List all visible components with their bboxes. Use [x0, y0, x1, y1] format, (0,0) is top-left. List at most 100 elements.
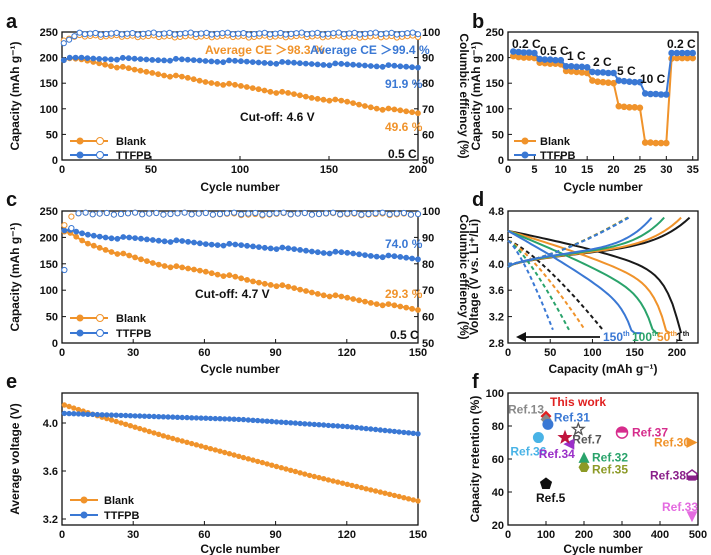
x-tick-label-b-7: 35 — [687, 164, 699, 176]
rate-label-b-3: 1 C — [567, 49, 586, 63]
ce-marker-c-3-14 — [160, 211, 167, 218]
ce-marker-a-3-33 — [235, 30, 242, 37]
avg-voltage-marker-e-0-34 — [222, 449, 228, 456]
avg-voltage-marker-e-0-36 — [231, 452, 237, 458]
capacity-marker-c-1-14 — [144, 236, 150, 243]
ce-marker-c-3-27 — [252, 209, 259, 217]
avg-voltage-marker-e-0-64 — [363, 486, 369, 492]
cycle-label-100: 100th — [632, 330, 659, 344]
capacity-marker-a-1-48 — [344, 61, 351, 68]
capacity-marker-c-0-47 — [338, 293, 345, 300]
capacity-marker-a-0-50 — [356, 101, 362, 108]
panel-label-a: a — [6, 11, 18, 33]
y-axis-ticks-c: 0 50 100 150 200 250 — [40, 206, 66, 350]
capacity-marker-a-1-21 — [184, 56, 191, 63]
capacity-marker-a-1-49 — [350, 61, 357, 68]
capacity-marker-a-1-51 — [362, 62, 368, 69]
ce-marker-c-3-40 — [344, 210, 351, 217]
capacity-marker-a-0-49 — [350, 100, 357, 106]
capacity-marker-c-1-56 — [391, 253, 398, 260]
point-label-f-8: Ref.32 — [592, 450, 628, 464]
capacity-marker-a-0-46 — [332, 96, 339, 103]
capacity-marker-a-0-20 — [179, 73, 185, 80]
ce-marker-a-3-65 — [404, 30, 411, 37]
ce-marker-c-3-32 — [287, 211, 294, 218]
ce-marker-c-3-23 — [223, 210, 231, 217]
x-tick-label-b-0: 0 — [505, 164, 511, 176]
y-tick-label-d-1: 3.2 — [489, 312, 504, 324]
plot-frame-b — [507, 31, 699, 161]
ce-marker-a-3-10 — [113, 29, 120, 37]
avg-voltage-marker-e-0-71 — [396, 493, 402, 500]
capacity-marker-c-0-27 — [220, 273, 227, 280]
x-axis-ticks-a: 0 50 100 150 200 — [59, 156, 427, 176]
ce-marker-a-3-36 — [251, 30, 258, 38]
ce-marker-a-3-43 — [288, 30, 295, 38]
avg-voltage-marker-e-1-11 — [113, 412, 119, 418]
capacity-marker-c-1-49 — [350, 250, 357, 257]
legend-label-ttfpb-e: TTFPB — [104, 510, 139, 522]
ce-marker-a-3-34 — [240, 29, 247, 37]
avg-voltage-marker-e-0-15 — [132, 424, 138, 430]
dashed-charge-d-3 — [507, 216, 630, 265]
avg-voltage-marker-e-0-65 — [368, 487, 374, 493]
x-tick-label-b-2: 10 — [555, 164, 567, 176]
capacity-marker-c-1-9 — [114, 235, 121, 242]
avg-voltage-marker-e-1-21 — [160, 414, 167, 420]
capacity-marker-c-1-41 — [303, 247, 309, 254]
x-tick-label-f-4: 400 — [651, 529, 669, 541]
ce-marker-c-3-35 — [308, 211, 315, 218]
capacity-marker-a-1-34 — [261, 60, 268, 66]
ce-marker-c-3-0 — [61, 266, 68, 274]
avg-voltage-marker-e-1-10 — [108, 412, 115, 418]
x-tick-label-a-2: 100 — [231, 164, 249, 176]
x-axis-label-d: Capacity (mAh g⁻¹) — [548, 362, 657, 376]
capacity-marker-c-1-53 — [373, 253, 380, 260]
capacity-marker-c-0-21 — [185, 265, 192, 272]
series-group-b — [510, 48, 697, 147]
rate-marker-b-0-25 — [641, 139, 649, 146]
x-tick-label-f-0: 0 — [505, 529, 511, 541]
ce-marker-a-3-62 — [388, 29, 395, 37]
capacity-marker-a-1-47 — [338, 60, 345, 67]
avg-voltage-marker-e-1-41 — [255, 417, 261, 424]
capacity-marker-c-0-40 — [297, 286, 304, 293]
avg-voltage-marker-e-0-24 — [174, 437, 181, 443]
y2-axis-label-c: Columbic effiency (%) — [457, 214, 471, 339]
capacity-marker-c-0-48 — [344, 294, 351, 301]
capacity-marker-a-0-14 — [143, 68, 150, 75]
point-f-13 — [557, 429, 573, 444]
y2-tick-label-c-2: 70 — [422, 285, 434, 297]
y2-tick-label-c-3: 80 — [422, 259, 434, 271]
x-tick-label-b-1: 5 — [531, 164, 537, 176]
capacity-marker-a-1-14 — [143, 56, 150, 63]
avg-voltage-marker-e-1-56 — [325, 422, 332, 429]
avg-voltage-marker-e-0-60 — [344, 481, 350, 487]
capacity-marker-a-0-29 — [232, 81, 238, 88]
capacity-marker-a-0-45 — [326, 97, 333, 104]
rate-marker-b-0-17 — [599, 78, 607, 86]
ce-marker-a-3-64 — [399, 30, 406, 37]
capacity-marker-a-1-18 — [167, 57, 173, 64]
capacity-marker-a-0-31 — [243, 84, 250, 90]
ce-marker-c-3-38 — [330, 209, 337, 216]
avg-voltage-marker-e-0-10 — [108, 417, 115, 423]
avg-voltage-marker-e-0-3 — [75, 406, 82, 413]
point-label-f-9: Ref.35 — [592, 462, 628, 476]
rate-marker-b-1-29 — [663, 91, 670, 98]
capacity-marker-c-1-28 — [226, 240, 233, 247]
avg-voltage-marker-e-1-50 — [297, 420, 303, 427]
rate-marker-b-1-19 — [610, 69, 617, 77]
avg-voltage-marker-e-0-62 — [354, 483, 360, 490]
capacity-marker-a-1-58 — [403, 63, 410, 70]
y-axis-ticks-d: 2.8 3.2 3.6 4.0 4.4 4.8 — [489, 206, 512, 350]
capacity-marker-c-0-4 — [85, 240, 91, 247]
avg-voltage-marker-e-1-7 — [94, 411, 101, 418]
avg-voltage-marker-e-0-0 — [61, 402, 68, 408]
capacity-marker-c-1-39 — [291, 246, 298, 253]
avg-voltage-marker-e-0-41 — [255, 458, 261, 465]
capacity-marker-a-1-26 — [214, 58, 221, 65]
ce-marker-a-3-37 — [256, 30, 263, 37]
capacity-marker-c-1-52 — [367, 253, 374, 259]
point-f-2 — [542, 418, 554, 430]
